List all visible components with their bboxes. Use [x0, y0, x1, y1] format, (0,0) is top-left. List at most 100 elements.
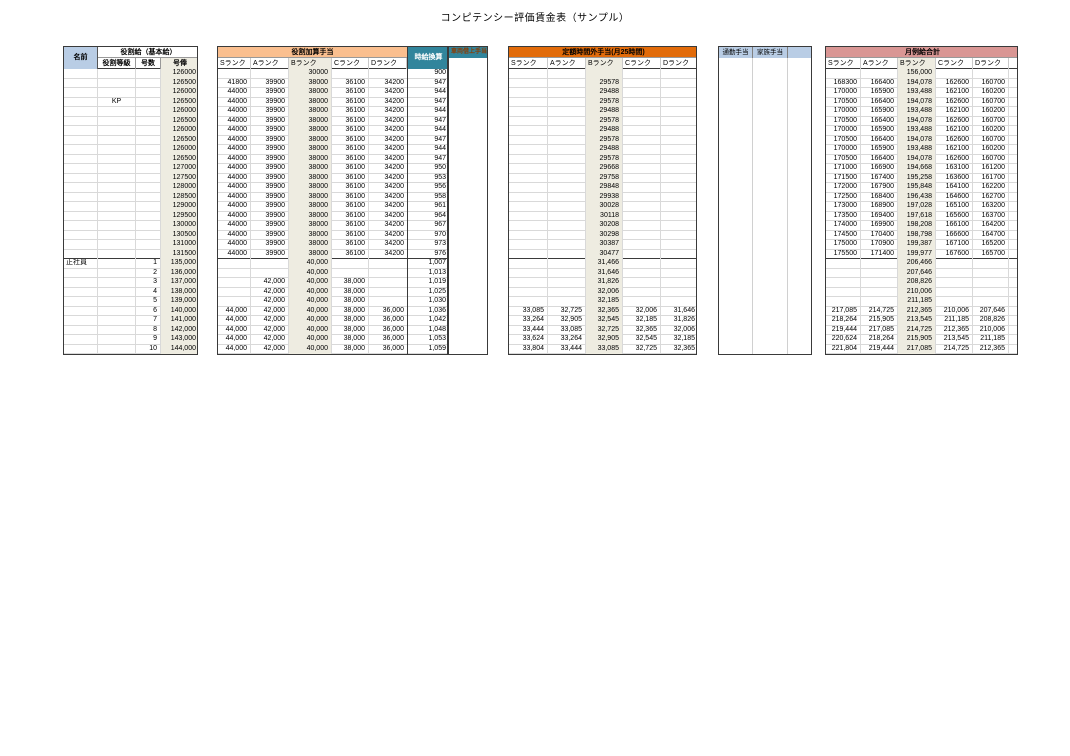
table-cell: 126500 [161, 135, 197, 145]
table-cell: 944 [407, 88, 447, 98]
table-cell: 143,000 [161, 335, 197, 345]
table-cell: KP [98, 97, 136, 107]
table-cell [509, 126, 548, 136]
table-cell: 170900 [861, 240, 898, 250]
table-row: 206,466 [826, 259, 1017, 269]
table-cell: 32,725 [586, 325, 623, 335]
table-cell [1009, 202, 1017, 212]
table-cell: 36100 [332, 107, 369, 117]
table-row: 170000 165900 193,488 162100 160200 [826, 88, 1017, 98]
table-cell: 211,185 [936, 316, 973, 326]
commute-family-section: 通勤手当 家族手当 [718, 46, 812, 355]
table-cell: 38000 [289, 221, 332, 231]
table-cell: 131000 [161, 240, 197, 250]
table-cell: 193,488 [898, 145, 936, 155]
table-cell: 170500 [826, 116, 861, 126]
table-cell: 170000 [826, 126, 861, 136]
table-cell: 39900 [251, 192, 289, 202]
table-cell: 33,804 [509, 344, 548, 354]
table-cell [936, 69, 973, 79]
table-row: 29848 [509, 183, 696, 193]
table-cell [661, 212, 696, 222]
table-cell [623, 259, 661, 269]
table-cell: 38,000 [332, 325, 369, 335]
table-cell: 4 [136, 287, 161, 297]
table-cell: 42,000 [251, 297, 289, 307]
table-cell: 137,000 [161, 278, 197, 288]
table-row: 31,646 [509, 268, 696, 278]
table-cell: 162600 [936, 97, 973, 107]
table-cell [623, 268, 661, 278]
table-cell: 34200 [384, 192, 404, 200]
table-cell [623, 88, 661, 98]
table-cell [1009, 126, 1017, 136]
table-cell [98, 173, 136, 183]
table-cell: 947 [407, 97, 447, 107]
table-cell [861, 278, 898, 288]
table-cell [1009, 164, 1017, 174]
table-cell [64, 78, 98, 88]
table-cell: 44000 [218, 97, 251, 107]
table-cell: 39900 [251, 183, 289, 193]
table-cell: 42,000 [251, 325, 289, 335]
table-cell [623, 154, 661, 164]
table-cell: 127500 [161, 173, 197, 183]
table-cell: 44000 [218, 116, 251, 126]
table-cell: 44,000 [218, 344, 251, 354]
table-cell [98, 69, 136, 79]
table-cell [98, 78, 136, 88]
table-cell: 165100 [936, 202, 973, 212]
table-row: 156,000 [826, 69, 1017, 79]
table-cell: 127000 [161, 164, 197, 174]
table-cell [136, 183, 161, 193]
table-cell [136, 135, 161, 145]
table-cell [623, 126, 661, 136]
rank-d-header: Dランク [661, 58, 696, 69]
table-cell: 38000 [289, 145, 332, 155]
table-row: 44000 39900 38000 36100 34200 944 [218, 107, 447, 117]
table-cell: 165600 [936, 211, 973, 221]
table-cell [509, 78, 548, 88]
table-cell [98, 135, 136, 145]
family-allowance-header: 家族手当 [753, 47, 788, 58]
table-cell: 38000 [289, 116, 332, 126]
table-cell: 44000 [218, 249, 251, 259]
table-cell: 174500 [826, 230, 861, 240]
table-cell [98, 325, 136, 335]
table-cell [509, 240, 548, 250]
table-row: 218,264 215,905 213,545 211,185 208,826 [826, 316, 1017, 326]
table-cell: 33,444 [548, 344, 586, 354]
table-cell [136, 164, 161, 174]
table-row: 30028 [509, 202, 696, 212]
table-row: 2 136,000 [64, 268, 197, 278]
table-cell: 141,000 [161, 316, 197, 326]
table-cell [509, 249, 548, 259]
base-pay-group-header: 役割給（基本給） [98, 47, 197, 58]
table-cell: 44000 [218, 107, 251, 117]
table-row: 4 138,000 [64, 287, 197, 297]
table-cell [548, 107, 586, 117]
table-cell: 40,000 [289, 335, 332, 345]
table-row: 32,006 [509, 287, 696, 297]
table-cell: 29578 [586, 154, 623, 164]
table-cell: 36100 [332, 145, 369, 155]
table-cell [64, 145, 98, 155]
table-cell: 166400 [861, 116, 898, 126]
table-cell [98, 344, 136, 354]
monthly-total-section: 月例給合計 Sランク Aランク Bランク Cランク Dランク 156,000 16… [825, 46, 1018, 355]
table-cell: 160700 [973, 116, 1009, 126]
table-cell [136, 78, 161, 88]
table-row: 170500 166400 194,078 162600 160700 [826, 135, 1017, 145]
table-cell [64, 344, 98, 354]
table-row: 44000 39900 38000 36100 34200 944 [218, 126, 447, 136]
table-cell: 944 [407, 107, 447, 117]
table-cell [509, 97, 548, 107]
rank-s-header: Sランク [826, 58, 861, 69]
table-cell: 34200 [384, 164, 404, 171]
table-row: 29758 [509, 173, 696, 183]
table-cell [509, 221, 548, 231]
table-cell [64, 107, 98, 117]
table-cell: 32,725 [623, 344, 661, 354]
table-cell [218, 287, 251, 297]
base-pay-body: 126000 126500 126000 KP 126500 126000 126500 12… [64, 69, 197, 354]
